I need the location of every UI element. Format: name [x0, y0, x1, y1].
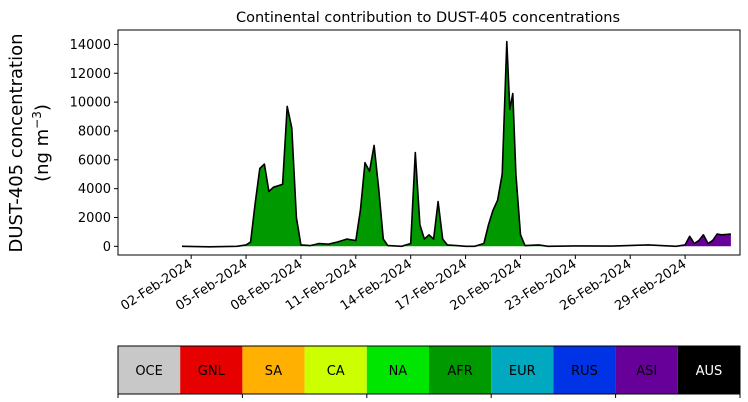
legend-swatch-aus — [677, 346, 740, 394]
legend-swatch-ca — [304, 346, 367, 394]
y-tick-label: 0 — [103, 240, 111, 255]
legend-label-rus: RUS — [571, 364, 598, 379]
legend-label-gnl: GNL — [198, 364, 226, 379]
legend-swatch-asi — [615, 346, 678, 394]
legend-swatch-sa — [242, 346, 305, 394]
colorbar-legend: OCE GNL SA CA NA AFR EUR RUS ASI AUS — [117, 345, 741, 398]
legend-swatch-na — [366, 346, 429, 394]
y-axis-label-units: (ng m−3) — [30, 104, 53, 182]
y-tick-label: 8000 — [78, 124, 111, 139]
y-tick-label: 6000 — [78, 153, 111, 168]
legend-label-na: NA — [389, 364, 408, 379]
axes: 0200040006000800010000120001400002-Feb-2… — [70, 29, 741, 314]
legend-swatch-rus — [553, 346, 616, 394]
y-tick-label: 4000 — [78, 182, 111, 197]
legend-frame — [117, 345, 741, 395]
legend-label-ca: CA — [327, 364, 345, 379]
legend-label-oce: OCE — [135, 364, 163, 379]
chart-title: Continental contribution to DUST-405 con… — [236, 10, 620, 26]
total-concentration-line — [181, 40, 731, 248]
y-tick-label: 12000 — [70, 67, 111, 82]
legend-swatch-eur — [491, 346, 554, 394]
legend-label-eur: EUR — [509, 364, 536, 379]
y-axis-label-units-prefix: (ng m — [32, 129, 53, 182]
legend-label-sa: SA — [265, 364, 282, 379]
y-tick-label: 14000 — [70, 38, 111, 53]
y-tick-label: 2000 — [78, 211, 111, 226]
legend-swatch-oce — [118, 346, 181, 394]
y-axis-label: DUST-405 concentration — [6, 33, 27, 252]
plot-area — [181, 40, 731, 248]
legend-label-aus: AUS — [696, 364, 723, 379]
y-axis-label-units-sup: −3 — [30, 111, 44, 129]
legend-swatch-gnl — [180, 346, 243, 394]
series-area-afr — [182, 41, 731, 247]
legend-label-afr: AFR — [447, 364, 472, 379]
y-axis-label-units-suffix: ) — [32, 104, 53, 111]
legend-label-asi: ASI — [636, 364, 657, 379]
y-axis-label-line1: DUST-405 concentration — [6, 33, 27, 252]
legend-swatch-afr — [429, 346, 492, 394]
plot-frame — [117, 29, 741, 256]
y-tick-label: 10000 — [70, 96, 111, 111]
